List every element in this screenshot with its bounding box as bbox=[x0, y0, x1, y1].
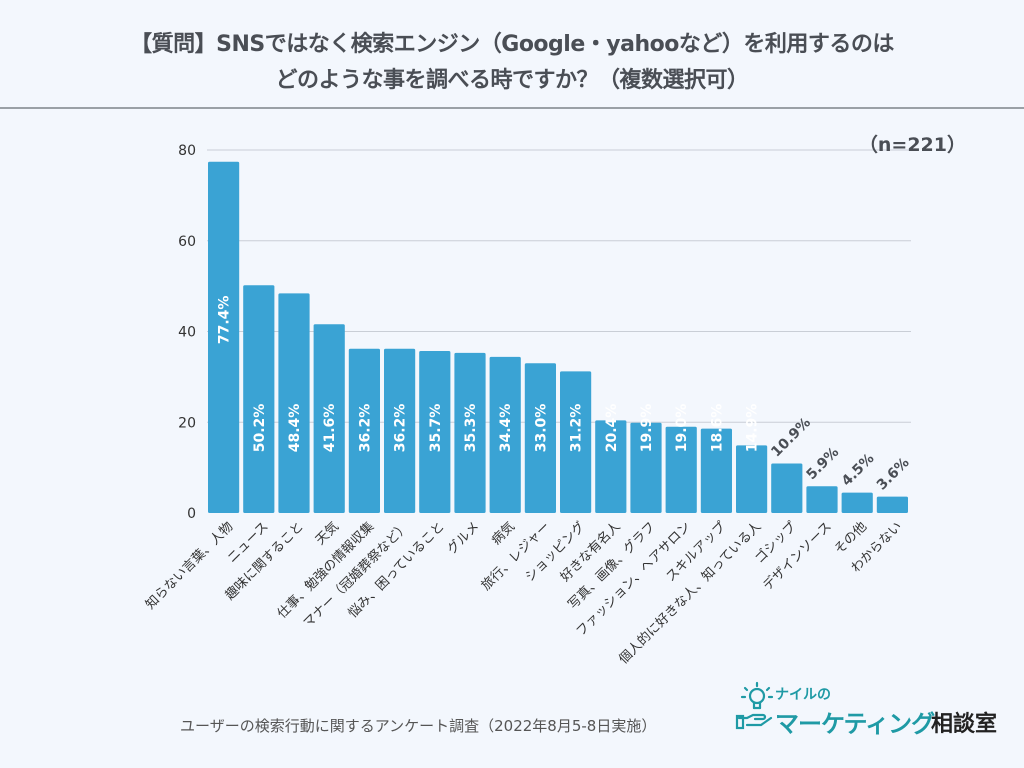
x-tick-label: 好きな有名人 bbox=[557, 519, 623, 585]
logo-text-sub: 相談室 bbox=[931, 712, 998, 737]
value-label: 5.9% bbox=[804, 444, 843, 483]
source-note: ユーザーの検索行動に関するアンケート調査（2022年8月5-8日実施） bbox=[180, 717, 657, 735]
sample-size-label: （n=221） bbox=[858, 134, 966, 156]
x-tick-label: 病気 bbox=[488, 519, 518, 549]
bar bbox=[489, 356, 521, 513]
value-label: 3.6% bbox=[874, 455, 913, 494]
bar bbox=[384, 348, 416, 513]
bar bbox=[208, 161, 240, 514]
y-tick-label: 60 bbox=[178, 234, 196, 250]
header-divider bbox=[0, 107, 1024, 109]
value-label: 48.4% bbox=[287, 404, 303, 453]
bar bbox=[595, 420, 627, 513]
chart-title-line-1: 【質問】SNSではなく検索エンジン（Google・yahooなど）を利用するのは bbox=[130, 32, 894, 57]
bar bbox=[348, 348, 380, 513]
bar bbox=[454, 352, 486, 513]
value-label: 19.0% bbox=[674, 404, 690, 453]
value-label: 20.4% bbox=[604, 404, 620, 453]
bar bbox=[736, 445, 768, 513]
value-label: 18.6% bbox=[709, 404, 725, 453]
bars bbox=[208, 161, 908, 514]
x-tick-label: 天気 bbox=[312, 519, 342, 549]
bar bbox=[700, 428, 732, 513]
grid-lines bbox=[207, 149, 911, 423]
value-label: 36.2% bbox=[357, 404, 373, 453]
value-label: 10.9% bbox=[768, 415, 814, 461]
value-label: 19.9% bbox=[639, 404, 655, 453]
value-label: 4.5% bbox=[839, 451, 878, 490]
bar bbox=[313, 324, 345, 513]
value-label: 31.2% bbox=[569, 404, 585, 453]
value-label: 36.2% bbox=[393, 404, 409, 453]
value-label: 35.3% bbox=[463, 404, 479, 453]
bar bbox=[665, 426, 697, 513]
logo: ナイルの マーケティング 相談室 bbox=[735, 680, 1005, 740]
value-label: 14.9% bbox=[745, 404, 761, 453]
x-tick-label: グルメ bbox=[445, 519, 483, 557]
y-tick-label: 40 bbox=[178, 325, 196, 341]
chart-title-line-2: どのような事を調べる時ですか？（複数選択可） bbox=[275, 68, 749, 93]
value-label: 34.4% bbox=[498, 404, 514, 453]
value-label: 33.0% bbox=[533, 404, 549, 453]
bar bbox=[524, 363, 556, 513]
bar bbox=[560, 371, 592, 513]
logo-text-top: ナイルの bbox=[775, 687, 831, 703]
value-label: 35.7% bbox=[428, 404, 444, 453]
value-label: 77.4% bbox=[217, 296, 233, 345]
logo-text-main: マーケティング bbox=[775, 710, 935, 738]
y-axis-ticks: 0 20 40 60 80 bbox=[178, 143, 196, 522]
bar bbox=[419, 351, 451, 513]
bar bbox=[243, 285, 275, 513]
bar bbox=[876, 496, 908, 513]
value-label: 41.6% bbox=[322, 404, 338, 453]
bar bbox=[841, 492, 873, 513]
bar bbox=[806, 486, 838, 513]
value-label: 50.2% bbox=[252, 404, 268, 453]
bar bbox=[278, 293, 310, 513]
bar bbox=[771, 463, 803, 513]
bar bbox=[630, 422, 662, 513]
y-tick-label: 80 bbox=[178, 143, 196, 159]
lightbulb-hand-icon bbox=[735, 681, 774, 730]
y-tick-label: 0 bbox=[187, 506, 196, 522]
x-tick-label: 知らない言葉、人物 bbox=[142, 519, 236, 613]
y-tick-label: 20 bbox=[178, 415, 196, 431]
